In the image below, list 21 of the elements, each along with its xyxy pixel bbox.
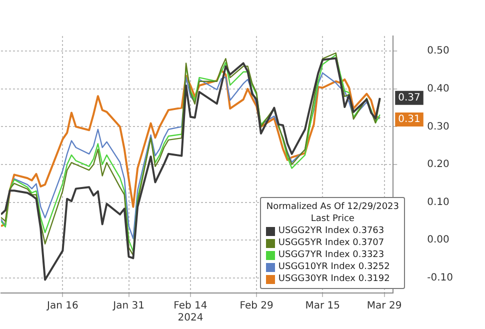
annotation: 0.37 [398, 92, 420, 104]
y-tick-label: 0.50 [427, 46, 450, 57]
legend-title: Normalized As Of 12/29/2023 Last Price [266, 201, 399, 225]
x-tick-label: Feb 29 [240, 300, 274, 312]
y-tick-label: 0.30 [427, 121, 450, 132]
y-tick-label: 0.40 [427, 84, 450, 95]
x-tick-label: Jan 16 [46, 300, 78, 312]
x-tick-label: Mar 29 [366, 300, 402, 312]
legend-label: USGG7YR Index 0.3323 [278, 249, 384, 261]
y-tick-label: 0.00 [427, 234, 450, 246]
y-tick-label: 0.10 [427, 196, 450, 208]
legend-label: USGG5YR Index 0.3707 [278, 237, 384, 249]
legend-label: USGG30YR Index 0.3192 [278, 273, 390, 285]
x-tick-label: Jan 31 [112, 300, 144, 312]
y-tick-label: 0.20 [427, 159, 450, 170]
legend-label: USGG2YR Index 0.3763 [278, 225, 384, 237]
x-tick-label: Feb 14 2024 [174, 300, 208, 324]
y-tick-label: -0.10 [427, 272, 453, 284]
legend-label: USGG10YR Index 0.3252 [278, 261, 390, 273]
annotation: 0.31 [398, 114, 420, 126]
x-tick-label: Mar 15 [305, 300, 340, 312]
